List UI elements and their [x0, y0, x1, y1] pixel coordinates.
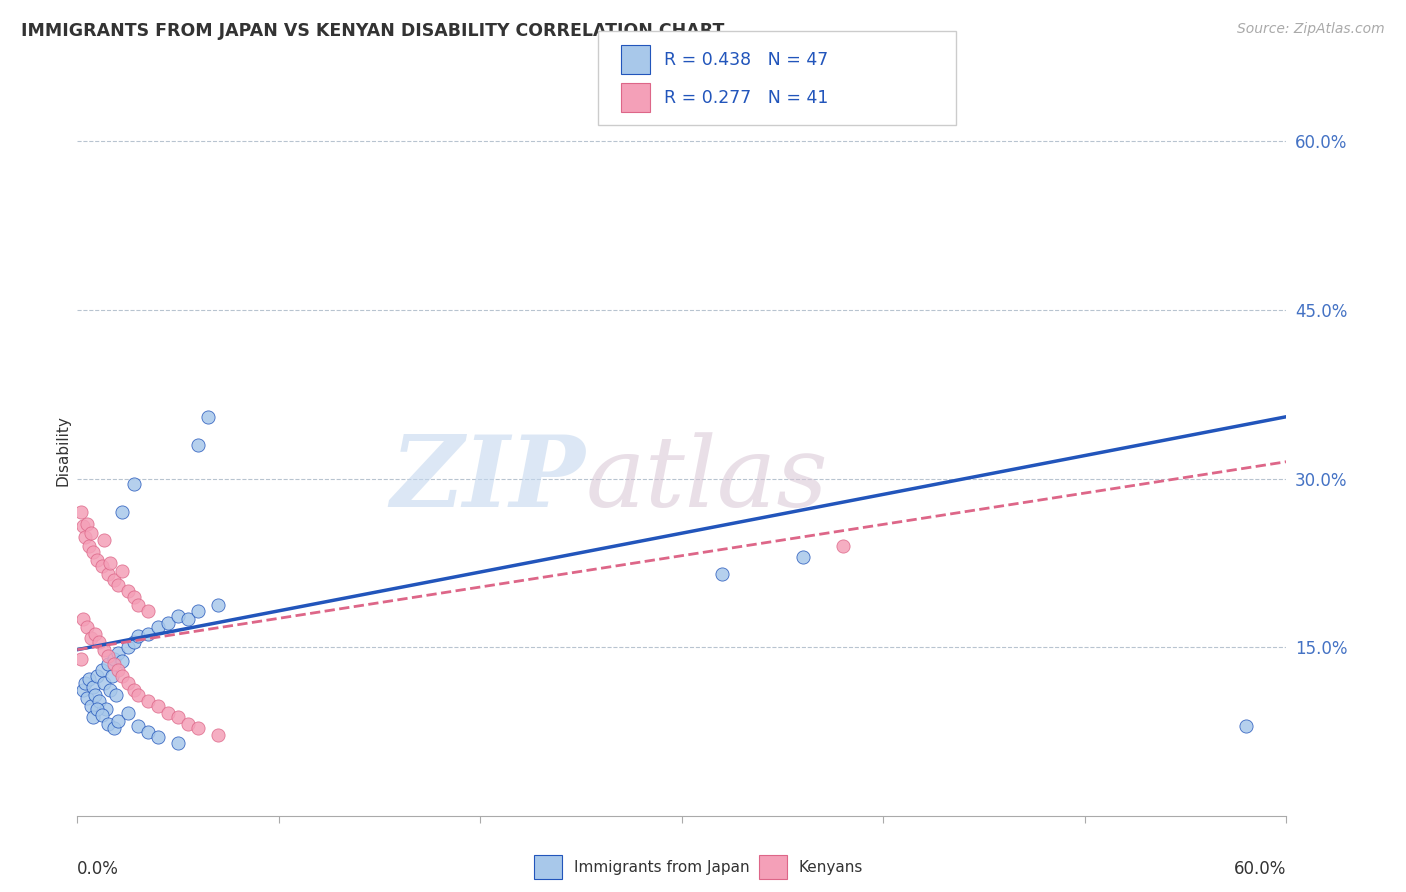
Point [792, 550, 814, 565]
Point [107, 578, 129, 592]
Point [75, 530, 97, 544]
Point [107, 646, 129, 660]
Point [107, 663, 129, 677]
Point [111, 668, 134, 682]
Point [167, 608, 190, 623]
Point [122, 683, 145, 698]
Point [96, 717, 118, 731]
Point [79, 672, 101, 686]
Point [122, 590, 145, 604]
Point [187, 722, 209, 736]
Point [136, 724, 159, 739]
Point [136, 694, 159, 708]
Point [86, 702, 108, 716]
Point [82, 545, 104, 559]
Point [146, 620, 169, 634]
Point [146, 731, 169, 745]
Point [96, 567, 118, 582]
Point [86, 552, 108, 566]
Point [84, 688, 107, 702]
Point [94, 702, 117, 716]
Text: 60.0%: 60.0% [1234, 860, 1286, 878]
Point [127, 688, 149, 702]
Point [76, 620, 98, 634]
Point [103, 722, 125, 736]
Text: R = 0.277   N = 41: R = 0.277 N = 41 [664, 88, 828, 107]
Point [89, 634, 111, 648]
Point [136, 627, 159, 641]
Point [111, 505, 134, 519]
Point [207, 598, 229, 612]
Point [72, 612, 94, 626]
Point [711, 567, 734, 582]
Point [84, 627, 107, 641]
Point [90, 707, 112, 722]
Point [79, 539, 101, 553]
Point [167, 710, 190, 724]
Point [98, 683, 121, 698]
Point [82, 680, 104, 694]
Point [127, 629, 149, 643]
Point [98, 556, 121, 570]
Point [832, 539, 855, 553]
Point [146, 698, 169, 713]
Text: Immigrants from Japan: Immigrants from Japan [574, 860, 749, 874]
Point [157, 615, 180, 630]
Point [82, 710, 104, 724]
Point [70, 651, 93, 665]
Point [76, 691, 98, 706]
Point [117, 706, 139, 720]
Point [90, 663, 112, 677]
Point [107, 714, 129, 728]
Point [127, 598, 149, 612]
Point [167, 736, 190, 750]
Point [117, 676, 139, 690]
Point [197, 409, 219, 424]
Point [207, 728, 229, 742]
Point [136, 604, 159, 618]
Text: 0.0%: 0.0% [77, 860, 120, 878]
Point [70, 505, 93, 519]
Point [93, 676, 115, 690]
Point [122, 477, 145, 491]
Point [100, 668, 122, 682]
Point [80, 698, 103, 713]
Point [89, 694, 111, 708]
Point [111, 564, 134, 578]
Point [86, 668, 108, 682]
Point [80, 632, 103, 646]
Point [103, 651, 125, 665]
Text: R = 0.438   N = 47: R = 0.438 N = 47 [664, 51, 828, 69]
Point [103, 657, 125, 672]
Point [122, 634, 145, 648]
Point [1234, 719, 1257, 733]
Point [187, 438, 209, 452]
Text: Source: ZipAtlas.com: Source: ZipAtlas.com [1237, 22, 1385, 37]
Point [177, 612, 200, 626]
Point [157, 706, 180, 720]
Point [127, 719, 149, 733]
Point [111, 654, 134, 668]
Point [72, 683, 94, 698]
Text: atlas: atlas [585, 432, 828, 527]
Point [117, 640, 139, 655]
Point [117, 584, 139, 599]
Point [90, 559, 112, 574]
Point [93, 533, 115, 548]
Point [72, 519, 94, 533]
Point [93, 642, 115, 657]
Point [96, 657, 118, 672]
Point [103, 573, 125, 587]
Text: IMMIGRANTS FROM JAPAN VS KENYAN DISABILITY CORRELATION CHART: IMMIGRANTS FROM JAPAN VS KENYAN DISABILI… [21, 22, 724, 40]
Point [177, 717, 200, 731]
Point [75, 676, 97, 690]
Point [76, 516, 98, 531]
Point [96, 649, 118, 664]
Text: ZIP: ZIP [391, 432, 585, 528]
Y-axis label: Disability: Disability [55, 415, 70, 486]
Point [104, 688, 127, 702]
Point [80, 525, 103, 540]
Point [187, 604, 209, 618]
Text: Kenyans: Kenyans [799, 860, 863, 874]
